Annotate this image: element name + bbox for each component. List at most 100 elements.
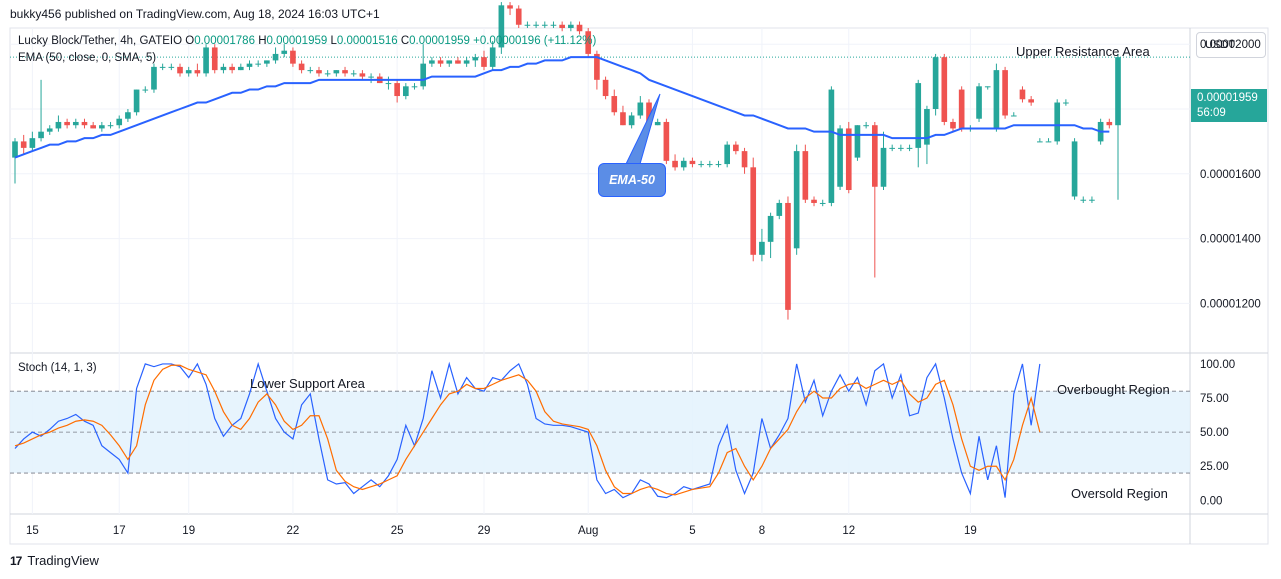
- stoch-tick-label: 50.00: [1200, 427, 1229, 439]
- open-label: O: [185, 35, 195, 47]
- candle-body: [550, 24, 557, 26]
- tradingview-brand[interactable]: 17 TradingView: [10, 553, 99, 568]
- candle-body: [585, 31, 592, 54]
- close-value: 0.00001959: [409, 35, 470, 47]
- candle-body: [715, 164, 722, 166]
- overbought-label: Overbought Region: [1057, 382, 1170, 397]
- candle-body: [680, 160, 687, 168]
- candle-body: [107, 125, 114, 127]
- candle-body: [524, 24, 531, 26]
- candle-body: [663, 121, 670, 161]
- candle-body: [568, 24, 574, 28]
- bar-countdown: 56:09: [1197, 107, 1226, 119]
- candle-body: [255, 63, 262, 65]
- candle-body: [229, 66, 235, 71]
- candle-body: [637, 102, 644, 116]
- candle-body: [880, 147, 887, 187]
- candle-body: [1019, 89, 1026, 100]
- candle-body: [1115, 57, 1121, 126]
- candle-body: [290, 50, 296, 64]
- candle-body: [237, 66, 244, 71]
- candle-body: [976, 86, 982, 119]
- ema-callout: EMA-50: [598, 163, 666, 197]
- candle-body: [871, 125, 878, 187]
- candle-body: [654, 121, 661, 126]
- change-value: +0.00000196 (+11.12%): [473, 35, 597, 47]
- candle-body: [203, 47, 209, 74]
- candle-body: [394, 83, 400, 97]
- candle-body: [12, 141, 18, 158]
- ema-50-line: [14, 56, 1110, 159]
- chart-frame: [9, 27, 1269, 545]
- candle-body: [628, 115, 635, 126]
- candle-body: [1010, 115, 1017, 117]
- candle-body: [272, 53, 279, 61]
- x-tick-label: 12: [842, 525, 855, 537]
- candle-body: [55, 121, 62, 129]
- x-tick-label: 15: [26, 525, 39, 537]
- candle-body: [81, 121, 88, 126]
- candle-body: [541, 24, 548, 26]
- candle-body: [767, 215, 774, 242]
- candle-body: [246, 63, 253, 67]
- candle-body: [507, 5, 513, 9]
- low-value: 0.00001516: [336, 35, 398, 47]
- low-label: L: [330, 35, 337, 47]
- lower-support-label: Lower Support Area: [250, 376, 365, 391]
- candle-body: [20, 141, 27, 148]
- candle-body: [611, 96, 618, 113]
- candle-body: [168, 66, 175, 68]
- candle-body: [151, 66, 157, 90]
- candle-body: [915, 83, 922, 148]
- candle-body: [298, 63, 305, 71]
- candle-body: [1028, 99, 1034, 103]
- candle-body: [142, 89, 149, 91]
- candle-body: [1071, 141, 1078, 197]
- candle-body: [793, 151, 800, 249]
- candle-body: [845, 128, 852, 190]
- candle-body: [220, 66, 227, 71]
- candle-body: [837, 128, 843, 187]
- published-line: bukky456 published on TradingView.com, A…: [10, 7, 380, 21]
- candle-body: [828, 89, 835, 203]
- candle-body: [924, 109, 930, 145]
- candle-body: [1080, 199, 1087, 201]
- candle-body: [481, 57, 487, 67]
- candle-body: [307, 70, 314, 72]
- last-price-value: 0.00001959: [1197, 92, 1258, 104]
- candle-body: [559, 24, 565, 28]
- candle-body: [898, 147, 904, 149]
- x-tick-label: 22: [287, 525, 300, 537]
- candle-body: [350, 73, 357, 75]
- symbol-label: Lucky Block/Tether, 4h, GATEIO: [18, 35, 183, 47]
- candle-body: [420, 63, 427, 87]
- candle-body: [515, 8, 522, 25]
- x-tick-label: 29: [478, 525, 491, 537]
- x-tick-label: 25: [391, 525, 404, 537]
- price-tick-label: 0.00001600: [1200, 169, 1261, 181]
- stoch-tick-label: 0.00: [1200, 495, 1222, 507]
- candle-body: [116, 118, 123, 126]
- candle-body: [125, 112, 131, 119]
- currency-unit-button[interactable]: USDT: [1196, 32, 1266, 58]
- high-label: H: [258, 35, 267, 47]
- candle-body: [724, 144, 730, 165]
- candle-body: [620, 112, 626, 126]
- candle-body: [733, 144, 739, 152]
- candle-body: [72, 121, 79, 126]
- candle-body: [385, 83, 392, 85]
- candle-body: [776, 202, 783, 216]
- candle-body: [698, 164, 704, 166]
- x-tick-label: 8: [759, 525, 765, 537]
- candle-body: [90, 125, 96, 129]
- x-tick-label: 17: [113, 525, 126, 537]
- x-tick-label: Aug: [578, 525, 598, 537]
- candle-body: [932, 57, 939, 109]
- candle-body: [602, 79, 609, 97]
- candle-body: [811, 199, 817, 203]
- candle-body: [185, 70, 192, 74]
- candle-body: [906, 147, 913, 149]
- candle-body: [429, 60, 435, 64]
- candle-body: [741, 151, 748, 168]
